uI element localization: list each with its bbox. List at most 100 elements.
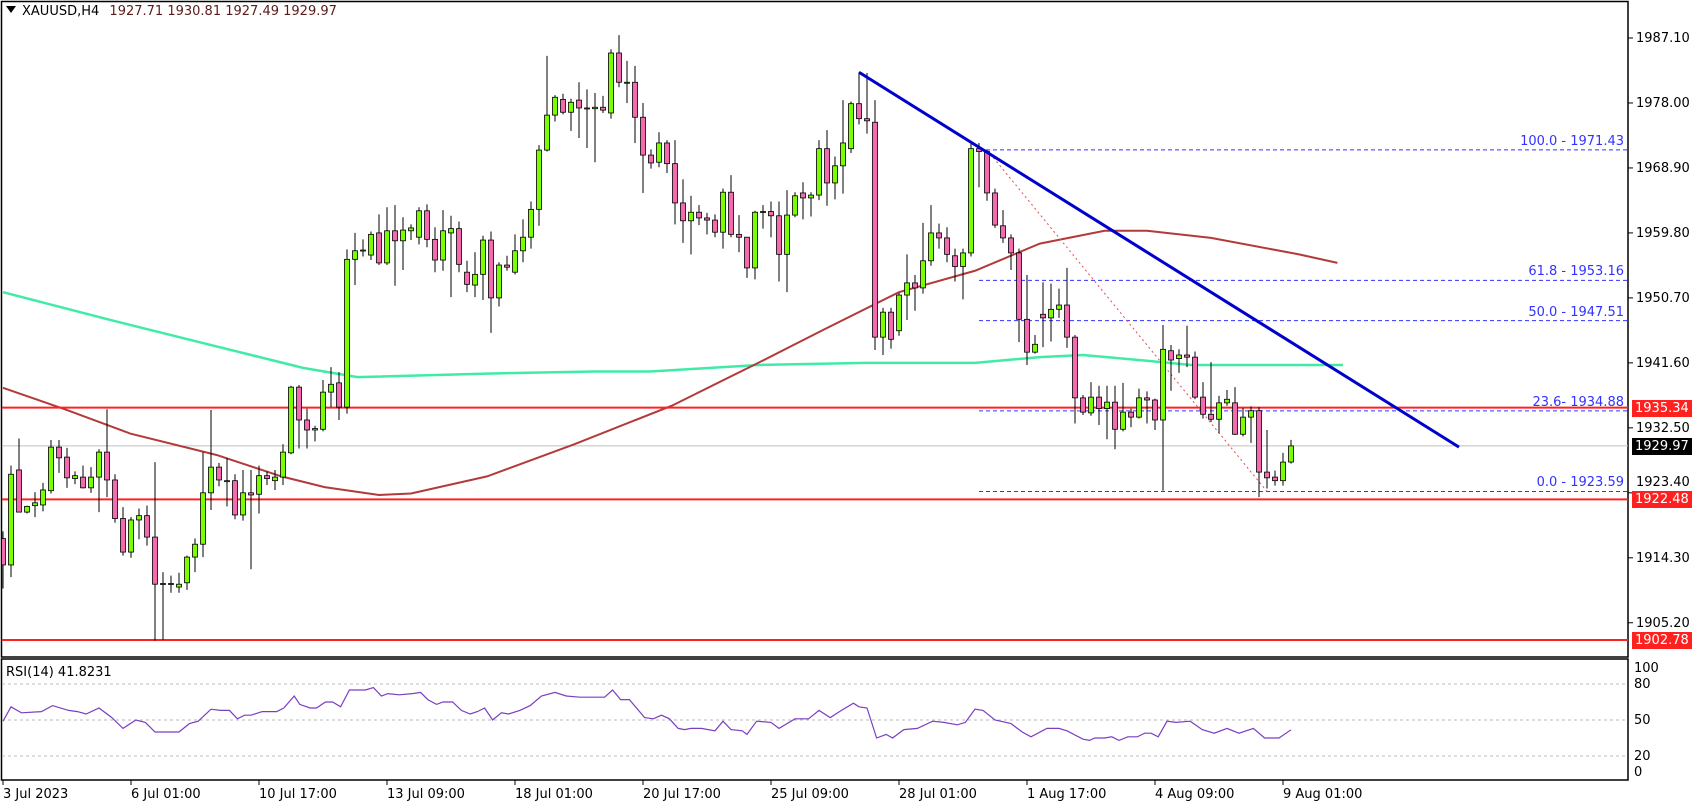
candle-body xyxy=(1288,445,1294,463)
candle xyxy=(480,235,486,301)
candle xyxy=(336,372,342,420)
candle xyxy=(320,380,326,432)
candle-body xyxy=(344,258,350,408)
candle-body xyxy=(1248,410,1254,418)
candle xyxy=(408,224,414,241)
price-label-current: 1929.97 xyxy=(1632,438,1692,455)
candle-body xyxy=(256,475,262,495)
candle-body xyxy=(432,238,438,261)
candle-body xyxy=(304,419,310,431)
candle xyxy=(824,130,830,206)
candle-body xyxy=(736,233,742,238)
candle xyxy=(1064,267,1070,348)
candle-body xyxy=(824,148,830,184)
candle xyxy=(648,149,654,169)
candle xyxy=(560,93,566,115)
candle xyxy=(1024,275,1030,366)
candle xyxy=(248,469,254,570)
chart-header: XAUUSD,H4 1927.71 1930.81 1927.49 1929.9… xyxy=(6,4,337,19)
candle xyxy=(1136,388,1142,419)
candle-body xyxy=(392,230,398,242)
candle xyxy=(272,469,278,490)
candle-body xyxy=(544,114,550,151)
candle xyxy=(1216,395,1222,434)
candle-body xyxy=(904,282,910,296)
candle xyxy=(528,201,534,249)
candle xyxy=(176,572,182,593)
candle xyxy=(704,212,710,235)
candle-body xyxy=(536,149,542,210)
candle xyxy=(32,492,38,518)
candle xyxy=(296,385,302,449)
candle-body xyxy=(1176,354,1182,359)
price-axis-label: 1959.80 xyxy=(1636,226,1690,241)
candle xyxy=(88,467,94,493)
candle xyxy=(360,239,366,257)
candle xyxy=(880,307,886,356)
candle xyxy=(1144,391,1150,424)
candle xyxy=(400,217,406,271)
candle xyxy=(672,140,678,225)
candle xyxy=(1160,325,1166,491)
candle-body xyxy=(624,81,630,84)
candle xyxy=(1168,345,1174,391)
candle xyxy=(256,465,262,514)
candle-body xyxy=(272,476,278,482)
candle-body xyxy=(1000,225,1006,239)
price-axis-label: 1905.20 xyxy=(1636,616,1690,631)
candle xyxy=(312,425,318,442)
candle xyxy=(96,449,102,513)
candle-body xyxy=(720,191,726,233)
candle-body xyxy=(1072,336,1078,399)
candle xyxy=(392,205,398,286)
candle-body xyxy=(704,217,710,221)
candle xyxy=(744,236,750,278)
candle xyxy=(504,255,510,271)
candle xyxy=(144,505,150,546)
candle-body xyxy=(928,232,934,262)
price-label-support: 1922.48 xyxy=(1632,491,1692,508)
candle xyxy=(784,190,790,293)
candle xyxy=(352,232,358,286)
candle xyxy=(48,439,54,494)
candle xyxy=(120,507,126,556)
triangle-down-icon[interactable] xyxy=(6,6,16,13)
candle xyxy=(1128,408,1134,428)
candle xyxy=(424,204,430,248)
candle-body xyxy=(872,121,878,338)
candle xyxy=(328,367,334,408)
main-panel-frame xyxy=(0,0,1629,658)
candle xyxy=(280,444,286,485)
candle xyxy=(1200,382,1206,419)
candle-body xyxy=(944,237,950,255)
candle xyxy=(992,188,998,228)
candle-body xyxy=(136,515,142,521)
close-value: 1929.97 xyxy=(283,4,337,19)
candle-body xyxy=(552,96,558,116)
candle xyxy=(760,205,766,229)
candle xyxy=(64,447,70,488)
candle xyxy=(192,538,198,573)
candle-body xyxy=(664,142,670,165)
candle-body xyxy=(112,479,118,519)
candle xyxy=(592,92,598,163)
price-axis-label: 1978.00 xyxy=(1636,96,1690,111)
price-axis-label: 1950.70 xyxy=(1636,291,1690,306)
candle-body xyxy=(1216,402,1222,420)
candle xyxy=(632,65,638,143)
bearish-trendline xyxy=(858,70,1460,449)
candle-body xyxy=(104,451,110,481)
fib-diagonal-line xyxy=(986,149,1268,492)
candle-body xyxy=(640,116,646,156)
price-axis-label: 1987.10 xyxy=(1636,31,1690,46)
rsi-label: RSI(14) 41.8231 xyxy=(6,665,112,680)
price-axis-label: 1914.30 xyxy=(1636,551,1690,566)
candle xyxy=(56,439,62,473)
candle xyxy=(920,222,926,294)
candle xyxy=(376,214,382,266)
candle xyxy=(384,207,390,266)
candle-body xyxy=(152,536,158,585)
candle xyxy=(464,260,470,293)
candle-body xyxy=(8,473,14,566)
